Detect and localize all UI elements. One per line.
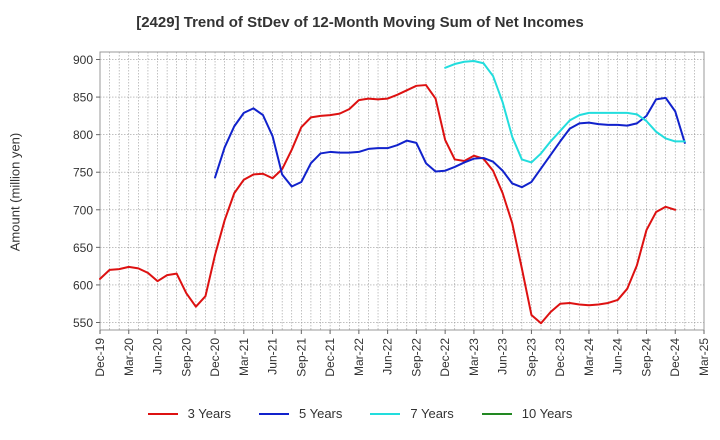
x-tick-label: Dec-22	[438, 338, 452, 377]
x-tick-label: Mar-21	[237, 338, 251, 376]
x-tick-label: Sep-22	[409, 338, 423, 377]
legend-swatch	[259, 412, 289, 415]
x-tick-label: Dec-19	[93, 338, 107, 377]
x-axis-ticks: Dec-19 Mar-20 Jun-20 Sep-20 Dec-20 Mar-21 Jun-…	[93, 330, 711, 377]
legend-item-5-years: 5 Years	[259, 406, 342, 421]
x-tick-label: Mar-22	[352, 338, 366, 376]
legend-swatch	[481, 412, 512, 415]
legend-label: 7 Years	[410, 406, 454, 421]
y-tick-label: 700	[73, 203, 93, 217]
y-tick-label: 650	[73, 241, 93, 255]
x-tick-label: Dec-23	[553, 338, 567, 377]
y-tick-label: 900	[73, 53, 93, 67]
y-tick-label: 550	[73, 316, 93, 330]
grid-lines	[100, 52, 704, 330]
x-tick-label: Mar-24	[582, 338, 596, 376]
y-tick-label: 800	[73, 128, 93, 142]
x-tick-label: Sep-23	[524, 338, 538, 377]
legend-swatch	[147, 412, 178, 415]
y-tick-label: 600	[73, 278, 93, 292]
plot-frame	[99, 51, 705, 331]
chart-title: [2429] Trend of StDev of 12-Month Moving…	[136, 14, 584, 31]
legend-label: 5 Years	[299, 406, 343, 421]
y-axis-ticks: 550 600 650 700 750 800 850 900	[73, 53, 100, 330]
legend-item-7-years: 7 Years	[370, 406, 454, 421]
legend-item-10-years: 10 Years	[481, 406, 573, 421]
x-tick-label: Jun-24	[611, 338, 625, 375]
x-tick-label: Mar-20	[122, 338, 136, 376]
y-tick-label: 850	[73, 91, 93, 105]
x-tick-label: Jun-20	[151, 338, 165, 375]
x-tick-label: Dec-24	[668, 338, 682, 377]
legend-label: 10 Years	[521, 406, 573, 421]
series-lines	[99, 60, 686, 325]
x-tick-label: Sep-20	[179, 338, 193, 377]
x-tick-label: Jun-22	[381, 338, 395, 375]
x-tick-label: Sep-24	[639, 338, 653, 377]
legend-label: 3 Years	[187, 406, 231, 421]
legend-swatch	[370, 412, 401, 415]
legend-item-3-years: 3 Years	[147, 406, 231, 421]
series-line-5-years	[214, 96, 686, 189]
x-tick-label: Dec-21	[323, 338, 337, 377]
y-tick-label: 750	[73, 166, 93, 180]
x-tick-label: Dec-20	[208, 338, 222, 377]
x-tick-label: Mar-23	[467, 338, 481, 376]
x-tick-label: Jun-21	[266, 338, 280, 375]
x-tick-label: Mar-25	[697, 338, 711, 376]
x-tick-label: Sep-21	[294, 338, 308, 377]
series-line-3-years	[99, 84, 677, 325]
x-tick-label: Jun-23	[496, 338, 510, 375]
series-line-7-years	[444, 60, 686, 164]
legend: 3 Years 5 Years 7 Years 10 Years	[0, 406, 720, 421]
